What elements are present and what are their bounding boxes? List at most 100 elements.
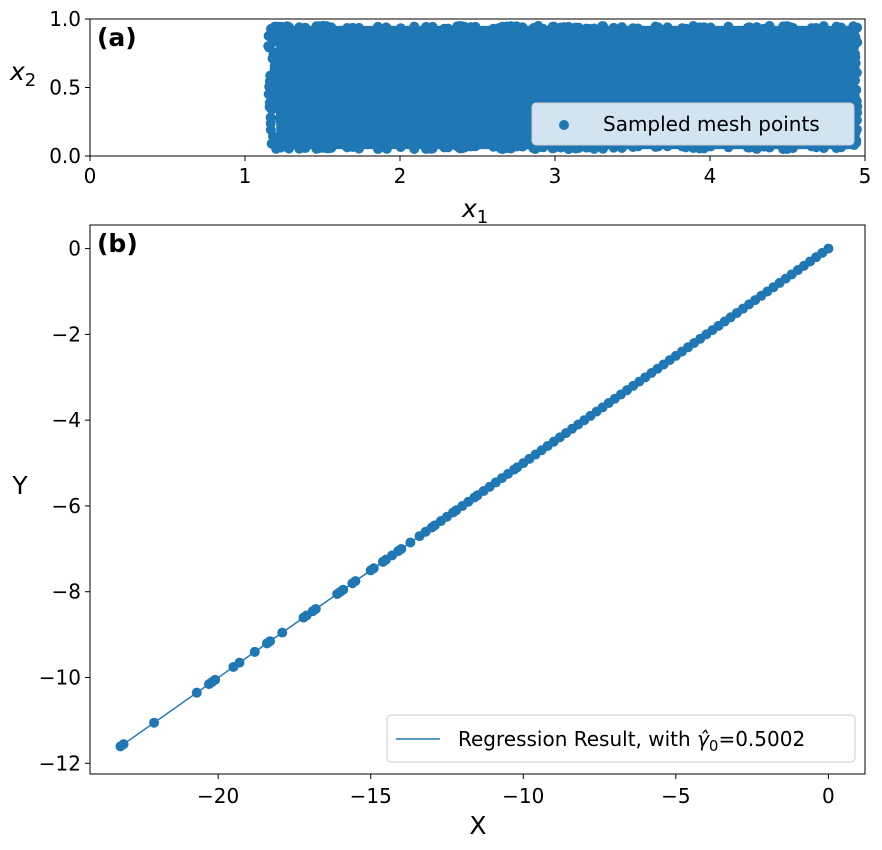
mesh-point xyxy=(616,143,627,154)
mesh-point xyxy=(271,143,282,154)
data-point xyxy=(405,537,416,548)
mesh-point xyxy=(326,142,337,153)
mesh-point xyxy=(497,21,508,32)
legend-gamma-sub: 0 xyxy=(709,737,719,755)
x-tick-label: −10 xyxy=(502,784,544,808)
mesh-point xyxy=(778,21,789,32)
panel-a-x-axis-label-main: x xyxy=(461,194,477,223)
x-tick-label: 1 xyxy=(239,164,252,188)
panel-a-legend-marker xyxy=(559,120,569,130)
y-tick-label: 0.0 xyxy=(49,144,81,168)
panel-b-label: (b) xyxy=(97,229,138,258)
y-tick-label: −2 xyxy=(52,322,81,346)
mesh-point xyxy=(263,41,274,52)
mesh-point xyxy=(831,21,842,32)
panel-a-legend: Sampled mesh points xyxy=(531,102,855,146)
mesh-point xyxy=(280,126,291,137)
mesh-point xyxy=(650,21,661,32)
mesh-point xyxy=(395,23,406,34)
panel-b-legend: Regression Result, with γ̂0=0.5002 xyxy=(386,714,856,763)
mesh-point xyxy=(381,23,392,34)
mesh-point xyxy=(589,143,600,154)
mesh-point xyxy=(278,102,289,113)
mesh-point xyxy=(373,144,384,155)
data-point xyxy=(149,717,160,728)
mesh-point xyxy=(426,143,437,154)
mesh-point xyxy=(488,23,499,34)
mesh-point xyxy=(264,97,275,108)
panel-b-legend-label: Regression Result, with γ̂0=0.5002 xyxy=(458,727,805,755)
y-tick-label: 0.5 xyxy=(49,76,81,100)
mesh-point xyxy=(758,23,769,34)
panel-a-y-axis-label: x2 xyxy=(9,57,36,91)
mesh-point xyxy=(470,21,481,32)
mesh-point xyxy=(271,21,282,32)
panel-b: −20 −15 −10 −5 0 0 −2 −4 −6 −8 −10 −12 (b) X Y Reg… xyxy=(11,224,866,840)
mesh-point xyxy=(699,22,710,33)
panel-b-y-axis-label: Y xyxy=(11,471,28,500)
mesh-point xyxy=(851,96,862,107)
y-tick-label: 1.0 xyxy=(49,7,81,31)
y-tick-label: −12 xyxy=(39,751,81,775)
mesh-point xyxy=(497,144,508,155)
mesh-point xyxy=(270,79,281,90)
data-point xyxy=(310,604,321,615)
mesh-point xyxy=(505,21,516,32)
mesh-point xyxy=(778,144,789,155)
mesh-point xyxy=(282,141,293,152)
data-point xyxy=(338,584,349,595)
mesh-point xyxy=(278,49,289,60)
mesh-point xyxy=(806,23,817,34)
panel-b-y-ticks: 0 −2 −4 −6 −8 −10 −12 xyxy=(39,237,90,775)
x-tick-label: −15 xyxy=(350,784,392,808)
x-tick-label: 2 xyxy=(394,164,407,188)
data-point xyxy=(277,627,288,638)
mesh-point xyxy=(589,23,600,34)
data-point xyxy=(396,543,407,554)
panel-a-y-axis-label-main: x xyxy=(9,57,25,86)
x-tick-label: 4 xyxy=(704,164,717,188)
mesh-point xyxy=(547,21,558,32)
mesh-point xyxy=(528,23,539,34)
x-tick-label: 3 xyxy=(549,164,562,188)
mesh-point xyxy=(608,22,619,33)
mesh-point xyxy=(278,87,289,98)
mesh-point xyxy=(265,70,276,81)
mesh-point xyxy=(517,141,528,152)
mesh-point xyxy=(268,49,279,60)
mesh-point xyxy=(347,142,358,153)
mesh-point xyxy=(849,83,860,94)
mesh-point xyxy=(597,21,608,32)
panel-a-y-axis-label-sub: 2 xyxy=(25,70,36,91)
legend-label-suffix: =0.5002 xyxy=(718,727,805,751)
mesh-point xyxy=(517,22,528,33)
mesh-point xyxy=(787,22,798,33)
panel-a-y-ticks: 0.0 0.5 1.0 xyxy=(49,7,90,168)
mesh-point xyxy=(409,143,420,154)
panel-a-x-axis-label: x1 xyxy=(461,194,488,228)
y-tick-label: −8 xyxy=(52,580,81,604)
y-tick-label: −4 xyxy=(52,408,81,432)
legend-gamma-symbol: γ̂ xyxy=(697,727,710,751)
data-point xyxy=(249,646,260,657)
data-point xyxy=(350,576,361,587)
x-tick-label: 0 xyxy=(84,164,97,188)
panel-a-x-axis-label-sub: 1 xyxy=(477,207,488,228)
mesh-point xyxy=(311,21,322,32)
mesh-point xyxy=(570,22,581,33)
panel-b-legend-box xyxy=(386,714,856,763)
mesh-point xyxy=(570,143,581,154)
mesh-point xyxy=(470,141,481,152)
mesh-point xyxy=(277,36,288,47)
mesh-point xyxy=(723,21,734,32)
panel-a-x-ticks: 0 1 2 3 4 5 xyxy=(84,156,871,188)
mesh-point xyxy=(616,22,627,33)
x-tick-label: −5 xyxy=(661,784,690,808)
mesh-point xyxy=(409,21,420,32)
mesh-point xyxy=(347,22,358,33)
x-tick-label: 0 xyxy=(822,784,835,808)
data-points xyxy=(115,243,834,752)
mesh-point xyxy=(831,143,842,154)
mesh-point xyxy=(300,143,311,154)
mesh-point xyxy=(851,67,862,78)
